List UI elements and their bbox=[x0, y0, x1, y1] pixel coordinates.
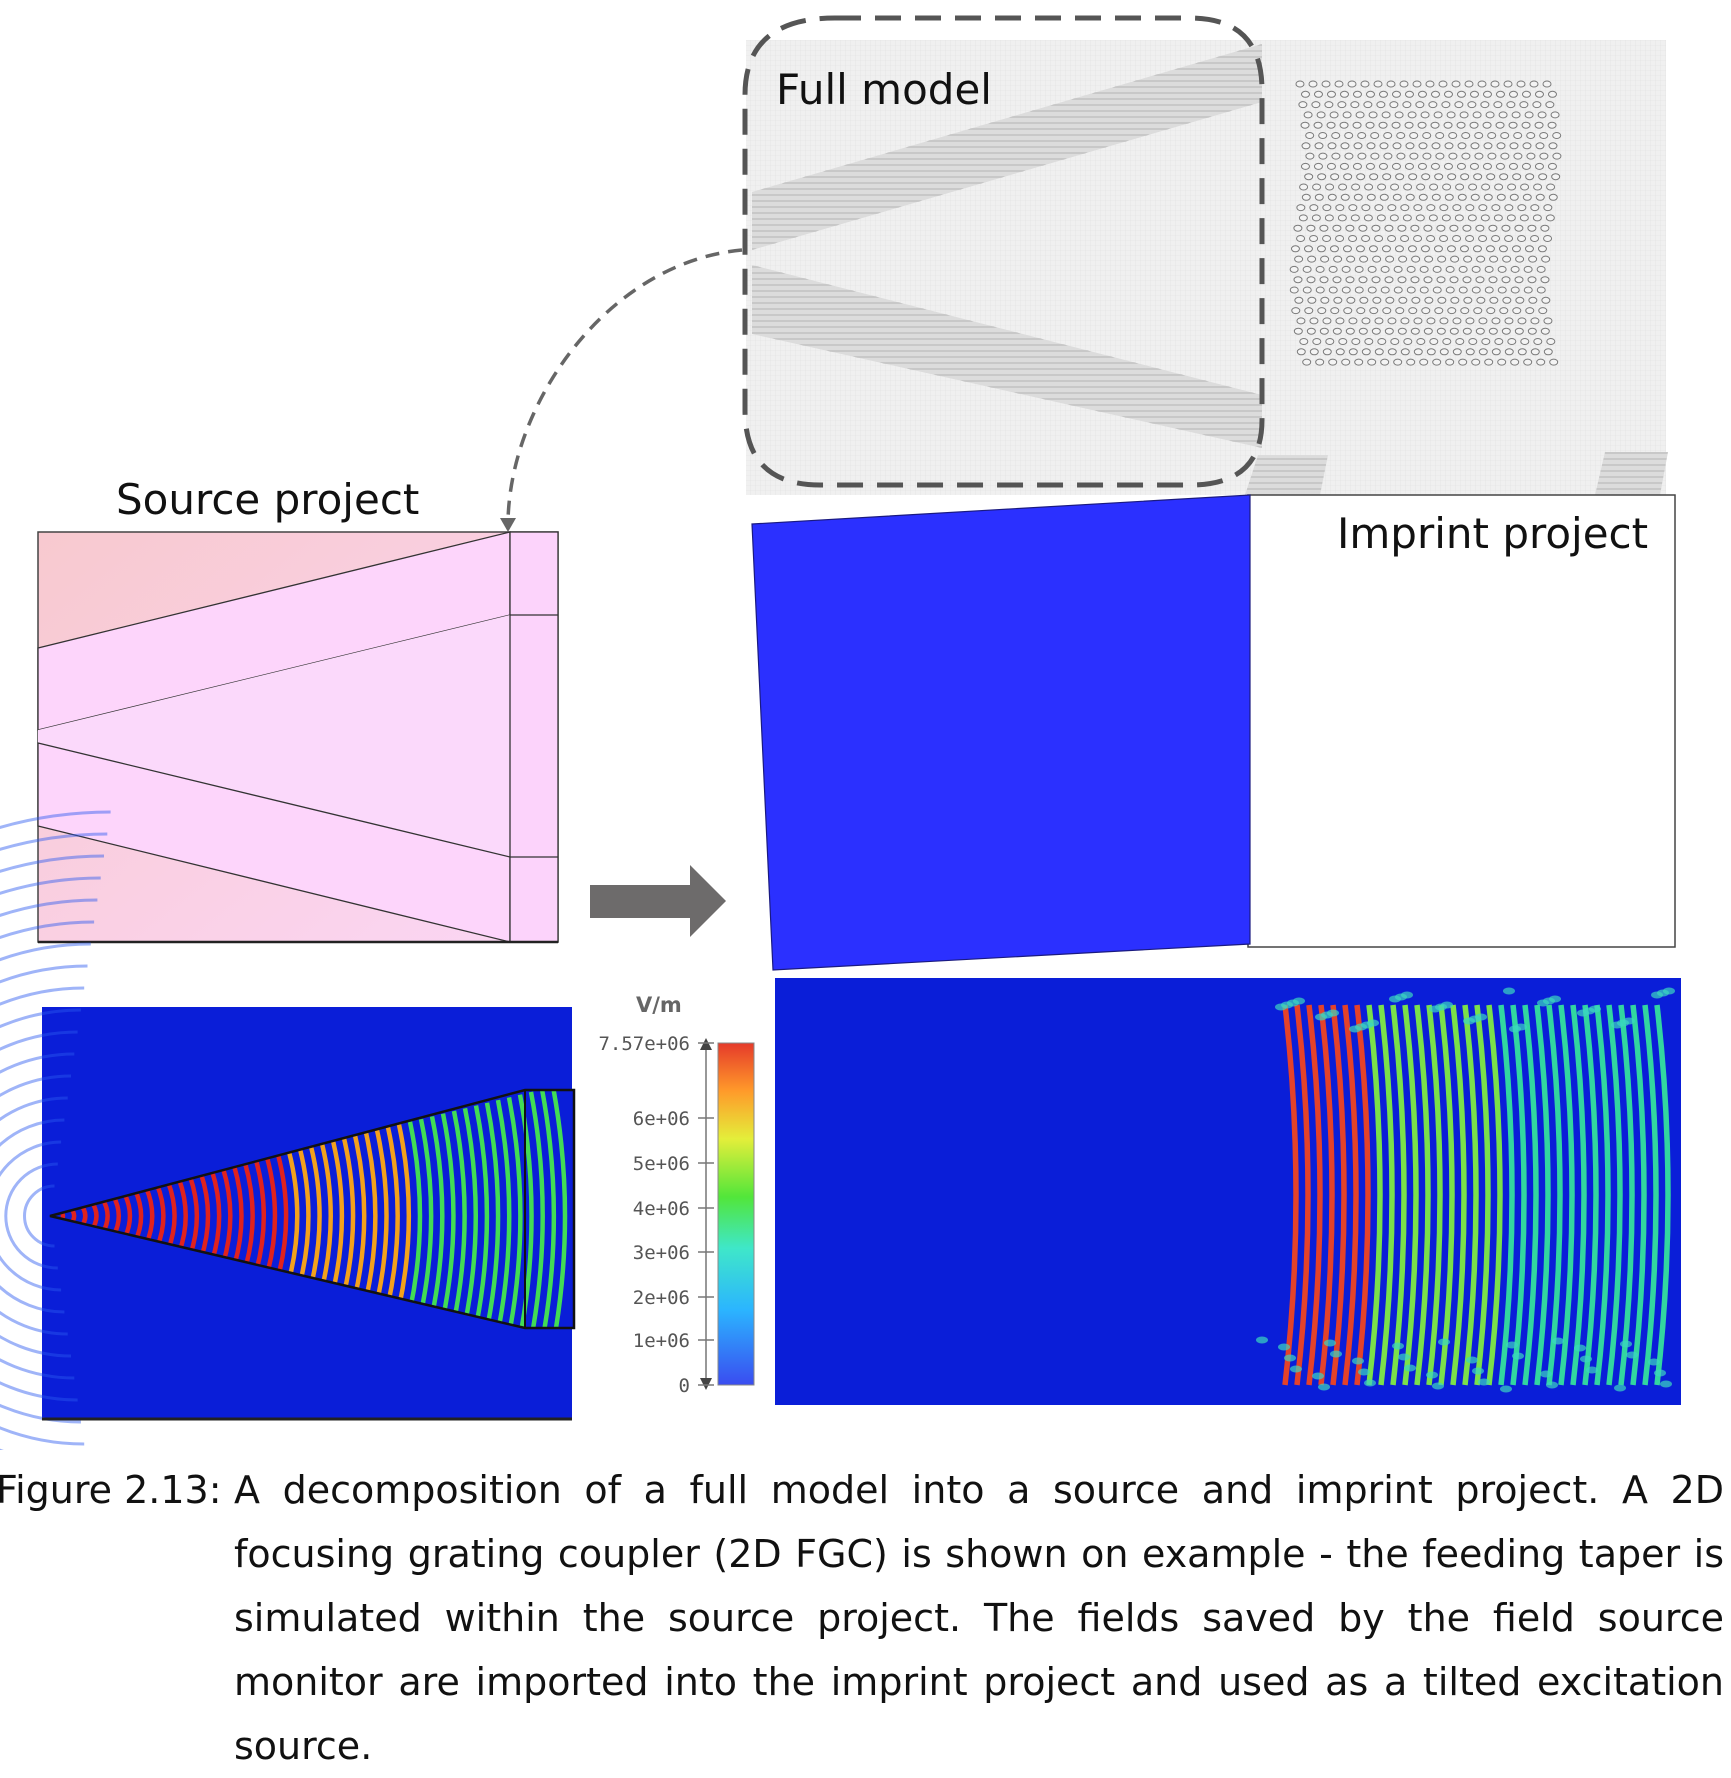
full-model-foot-left bbox=[1245, 455, 1328, 495]
imprint-domain-box bbox=[1247, 494, 1676, 948]
full-model-label: Full model bbox=[776, 65, 992, 114]
grating-dots bbox=[1289, 80, 1562, 366]
dashed-arrow-head bbox=[500, 518, 516, 532]
source-port-region bbox=[509, 531, 559, 943]
full-model-taper-lower bbox=[752, 265, 1262, 448]
colorbar-unit: V/m bbox=[636, 993, 682, 1017]
full-model-dashed-outline bbox=[742, 15, 1265, 488]
caption-text: A decomposition of a full model into a s… bbox=[234, 1468, 1724, 1768]
colorbar-tick-label: 3e+06 bbox=[633, 1242, 690, 1264]
source-project-label: Source project bbox=[116, 475, 419, 524]
source-field-plot bbox=[0, 810, 576, 1450]
taper-outline bbox=[49, 1088, 576, 1330]
full-model-panel: Full model bbox=[742, 15, 1668, 495]
source-project-panel: Source project bbox=[37, 475, 559, 944]
colorbar-tick-label: 1e+06 bbox=[633, 1330, 690, 1352]
colorbar-tick-label: 2e+06 bbox=[633, 1287, 690, 1309]
dashed-curve-arrow bbox=[506, 248, 743, 523]
imprint-project-label: Imprint project bbox=[1337, 509, 1648, 558]
full-model-taper-upper bbox=[752, 44, 1262, 250]
imprint-tilted-source bbox=[751, 494, 1251, 971]
figure-canvas: Full model Source project Imprint projec… bbox=[0, 15, 1681, 1450]
colorbar-tick-label: 5e+06 bbox=[633, 1153, 690, 1175]
full-model-foot-right bbox=[1595, 452, 1668, 495]
colorbar-tick-label: 7.57e+06 bbox=[598, 1033, 690, 1055]
colorbar-gradient bbox=[717, 1042, 755, 1386]
imprint-field-plot bbox=[775, 978, 1681, 1405]
colorbar-tick-label: 4e+06 bbox=[633, 1198, 690, 1220]
caption-label: Figure 2.13: bbox=[0, 1468, 222, 1512]
colorbar-tick-label: 0 bbox=[679, 1375, 690, 1397]
colorbar: V/m 7.57e+06 6e+06 5e+06 4e+06 3e+06 2e+06 1e+… bbox=[598, 993, 755, 1397]
colorbar-tick-label: 6e+06 bbox=[633, 1108, 690, 1130]
flow-arrow-right bbox=[590, 865, 726, 937]
imprint-project-panel: Imprint project bbox=[751, 494, 1676, 971]
source-taper-core bbox=[38, 615, 510, 857]
